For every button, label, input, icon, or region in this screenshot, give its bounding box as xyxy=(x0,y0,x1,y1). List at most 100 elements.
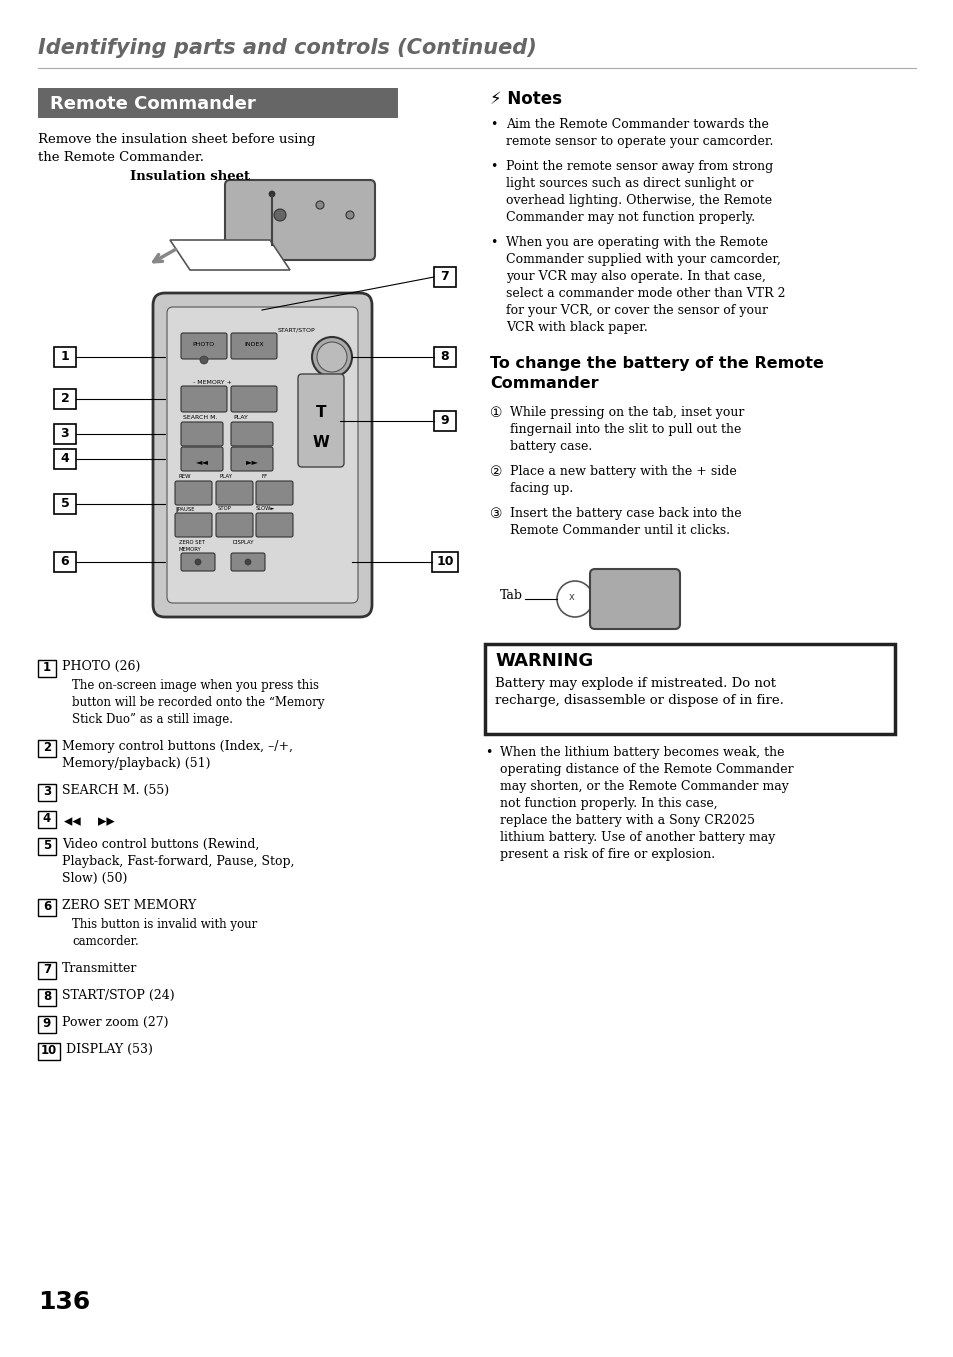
Text: 7: 7 xyxy=(43,963,51,976)
Text: replace the battery with a Sony CR2025: replace the battery with a Sony CR2025 xyxy=(499,814,754,826)
Text: Video control buttons (Rewind,: Video control buttons (Rewind, xyxy=(62,839,259,851)
FancyBboxPatch shape xyxy=(181,422,223,446)
Text: may shorten, or the Remote Commander may: may shorten, or the Remote Commander may xyxy=(499,780,788,792)
Circle shape xyxy=(316,342,347,372)
Text: 7: 7 xyxy=(440,270,449,284)
Text: Commander: Commander xyxy=(490,376,598,391)
Text: Commander may not function properly.: Commander may not function properly. xyxy=(505,210,755,224)
Text: ②: ② xyxy=(490,465,502,479)
Text: remote sensor to operate your camcorder.: remote sensor to operate your camcorder. xyxy=(505,134,773,148)
FancyBboxPatch shape xyxy=(38,811,56,828)
Text: DISPLAY: DISPLAY xyxy=(233,540,254,546)
FancyBboxPatch shape xyxy=(215,480,253,505)
Text: PLAY: PLAY xyxy=(220,474,233,479)
Text: 2: 2 xyxy=(61,392,70,404)
FancyBboxPatch shape xyxy=(434,267,456,286)
Text: ◄◄: ◄◄ xyxy=(195,457,209,465)
Bar xyxy=(38,88,397,118)
FancyBboxPatch shape xyxy=(255,513,293,537)
FancyBboxPatch shape xyxy=(174,480,212,505)
Text: Identifying parts and controls (Continued): Identifying parts and controls (Continue… xyxy=(38,38,537,58)
Text: 6: 6 xyxy=(61,555,70,569)
FancyBboxPatch shape xyxy=(38,784,56,801)
FancyBboxPatch shape xyxy=(38,839,56,855)
Circle shape xyxy=(557,581,593,617)
Text: This button is invalid with your: This button is invalid with your xyxy=(71,917,257,931)
Text: - MEMORY +: - MEMORY + xyxy=(193,380,232,385)
Text: To change the battery of the Remote: To change the battery of the Remote xyxy=(490,356,823,370)
Text: 9: 9 xyxy=(440,414,449,427)
Text: SLOW►: SLOW► xyxy=(255,506,275,512)
FancyBboxPatch shape xyxy=(38,1044,60,1060)
Text: select a commander mode other than VTR 2: select a commander mode other than VTR 2 xyxy=(505,286,784,300)
Text: While pressing on the tab, inset your: While pressing on the tab, inset your xyxy=(510,406,743,419)
Circle shape xyxy=(194,559,201,565)
FancyBboxPatch shape xyxy=(255,480,293,505)
Text: Power zoom (27): Power zoom (27) xyxy=(62,1016,169,1029)
FancyBboxPatch shape xyxy=(297,375,344,467)
Text: 4: 4 xyxy=(61,452,70,465)
FancyBboxPatch shape xyxy=(434,347,456,366)
Text: 10: 10 xyxy=(41,1044,57,1057)
FancyBboxPatch shape xyxy=(181,385,227,413)
FancyBboxPatch shape xyxy=(54,389,76,408)
FancyBboxPatch shape xyxy=(589,569,679,630)
Text: Memory/playback) (51): Memory/playback) (51) xyxy=(62,757,211,769)
FancyBboxPatch shape xyxy=(54,552,76,573)
Text: Tab: Tab xyxy=(499,589,522,603)
Text: fingernail into the slit to pull out the: fingernail into the slit to pull out the xyxy=(510,423,740,436)
Text: VCR with black paper.: VCR with black paper. xyxy=(505,322,647,334)
Text: the Remote Commander.: the Remote Commander. xyxy=(38,151,204,164)
Polygon shape xyxy=(170,240,290,270)
FancyBboxPatch shape xyxy=(174,513,212,537)
Text: FF: FF xyxy=(262,474,268,479)
FancyBboxPatch shape xyxy=(432,552,457,573)
Text: 2: 2 xyxy=(43,741,51,754)
Text: Transmitter: Transmitter xyxy=(62,962,137,974)
Text: Insulation sheet: Insulation sheet xyxy=(130,170,250,183)
Text: Remote Commander until it clicks.: Remote Commander until it clicks. xyxy=(510,524,729,537)
Text: INDEX: INDEX xyxy=(244,342,264,347)
Text: PHOTO (26): PHOTO (26) xyxy=(62,660,140,673)
Text: facing up.: facing up. xyxy=(510,482,573,495)
Text: 8: 8 xyxy=(440,350,449,364)
Text: overhead lighting. Otherwise, the Remote: overhead lighting. Otherwise, the Remote xyxy=(505,194,771,208)
Circle shape xyxy=(346,210,354,218)
Text: Commander supplied with your camcorder,: Commander supplied with your camcorder, xyxy=(505,252,781,266)
Text: SEARCH M.: SEARCH M. xyxy=(183,415,217,421)
FancyBboxPatch shape xyxy=(181,446,223,471)
Circle shape xyxy=(312,337,352,377)
FancyBboxPatch shape xyxy=(152,293,372,617)
Text: recharge, disassemble or dispose of in fire.: recharge, disassemble or dispose of in f… xyxy=(495,693,783,707)
FancyBboxPatch shape xyxy=(231,332,276,360)
Text: ►►: ►► xyxy=(245,457,258,465)
FancyBboxPatch shape xyxy=(231,422,273,446)
FancyBboxPatch shape xyxy=(231,554,265,571)
Text: ‖PAUSE: ‖PAUSE xyxy=(174,506,194,512)
FancyBboxPatch shape xyxy=(215,513,253,537)
Text: •: • xyxy=(490,236,497,248)
Circle shape xyxy=(245,559,251,565)
Circle shape xyxy=(315,201,324,209)
Text: 136: 136 xyxy=(38,1291,91,1314)
Text: •: • xyxy=(490,160,497,172)
Text: your VCR may also operate. In that case,: your VCR may also operate. In that case, xyxy=(505,270,765,284)
Text: Aim the Remote Commander towards the: Aim the Remote Commander towards the xyxy=(505,118,768,132)
FancyBboxPatch shape xyxy=(38,898,56,916)
Text: MEMORY: MEMORY xyxy=(179,547,201,552)
Text: •: • xyxy=(484,746,492,759)
Text: T: T xyxy=(315,404,326,421)
FancyBboxPatch shape xyxy=(38,740,56,757)
Text: STOP: STOP xyxy=(218,506,232,512)
FancyBboxPatch shape xyxy=(484,645,894,734)
Text: ⚡ Notes: ⚡ Notes xyxy=(490,90,561,109)
Text: 3: 3 xyxy=(43,784,51,798)
FancyBboxPatch shape xyxy=(231,446,273,471)
Text: WARNING: WARNING xyxy=(495,651,593,670)
FancyBboxPatch shape xyxy=(38,1016,56,1033)
Circle shape xyxy=(200,356,208,364)
Text: Stick Duo” as a still image.: Stick Duo” as a still image. xyxy=(71,712,233,726)
Text: ◂◂   ▸▸: ◂◂ ▸▸ xyxy=(64,811,114,830)
Text: 6: 6 xyxy=(43,900,51,913)
Text: Playback, Fast-forward, Pause, Stop,: Playback, Fast-forward, Pause, Stop, xyxy=(62,855,294,868)
